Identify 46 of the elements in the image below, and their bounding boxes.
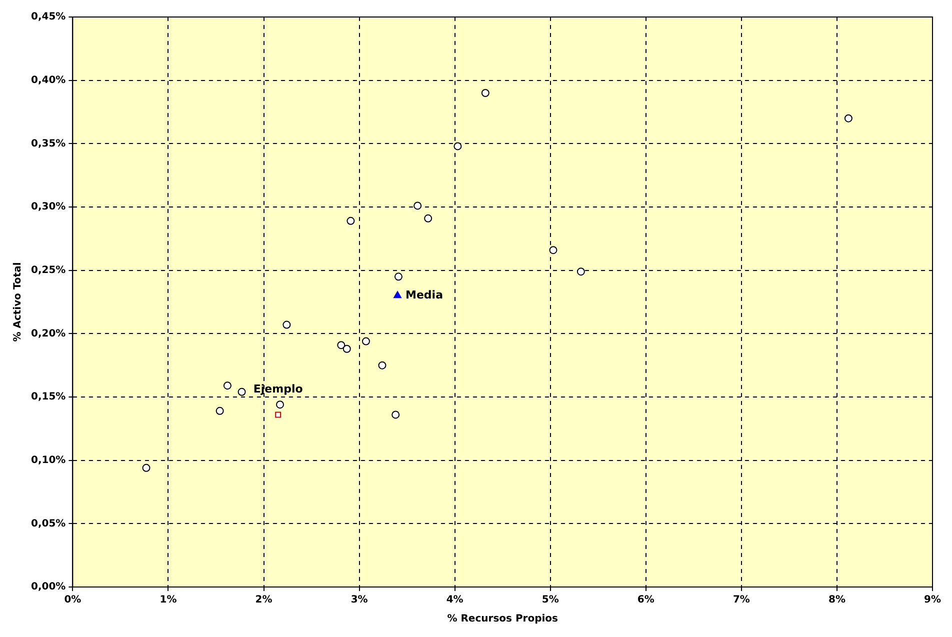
point: [282, 320, 291, 329]
y-tick-label: 0,30%: [30, 202, 66, 213]
point: [844, 114, 852, 122]
point: [576, 268, 585, 276]
y-tick-label: 0,05%: [30, 518, 66, 530]
x-axis-title: % Recursos Propios: [447, 614, 558, 625]
x-tick-label: 6%: [637, 594, 654, 606]
point: [238, 388, 246, 396]
point: [276, 400, 284, 409]
point: [481, 89, 490, 97]
point: [223, 382, 232, 390]
y-tick-label: 0,35%: [30, 138, 66, 150]
x-tick-label: 5%: [542, 594, 559, 606]
point: [549, 246, 558, 254]
point: [342, 344, 351, 353]
y-tick-label: 0,20%: [30, 328, 66, 340]
x-tick-label: 8%: [828, 594, 846, 606]
point: [394, 291, 402, 298]
point: [216, 406, 224, 415]
point: [414, 202, 422, 210]
point: [275, 412, 282, 418]
x-tick-label: 9%: [924, 594, 942, 606]
y-tick-label: 0,15%: [30, 392, 66, 403]
point: [337, 341, 346, 350]
x-tick-label: 0%: [64, 594, 82, 606]
x-tick-label: 7%: [732, 594, 750, 606]
point: [346, 216, 355, 225]
x-tick-label: 4%: [446, 594, 464, 606]
y-tick-label: 0,45%: [30, 12, 66, 23]
point: [362, 337, 370, 346]
y-axis-title: % Activo Total: [12, 262, 24, 342]
point: [378, 361, 386, 370]
text: Ejemplo: [253, 382, 304, 396]
point: [392, 410, 400, 419]
x-tick-label: 3%: [350, 594, 368, 606]
y-tick-label: 0,00%: [30, 582, 66, 593]
y-tick-label: 0,40%: [30, 74, 66, 86]
point: [424, 214, 432, 222]
series-label: Media: [406, 288, 443, 302]
point: [454, 142, 462, 150]
y-tick-label: 0,25%: [30, 264, 66, 276]
x-tick-label: 2%: [255, 594, 272, 606]
point: [394, 272, 402, 281]
x-tick-label: 1%: [160, 594, 177, 606]
point: [142, 464, 150, 472]
y-tick-label: 0,10%: [30, 454, 66, 466]
